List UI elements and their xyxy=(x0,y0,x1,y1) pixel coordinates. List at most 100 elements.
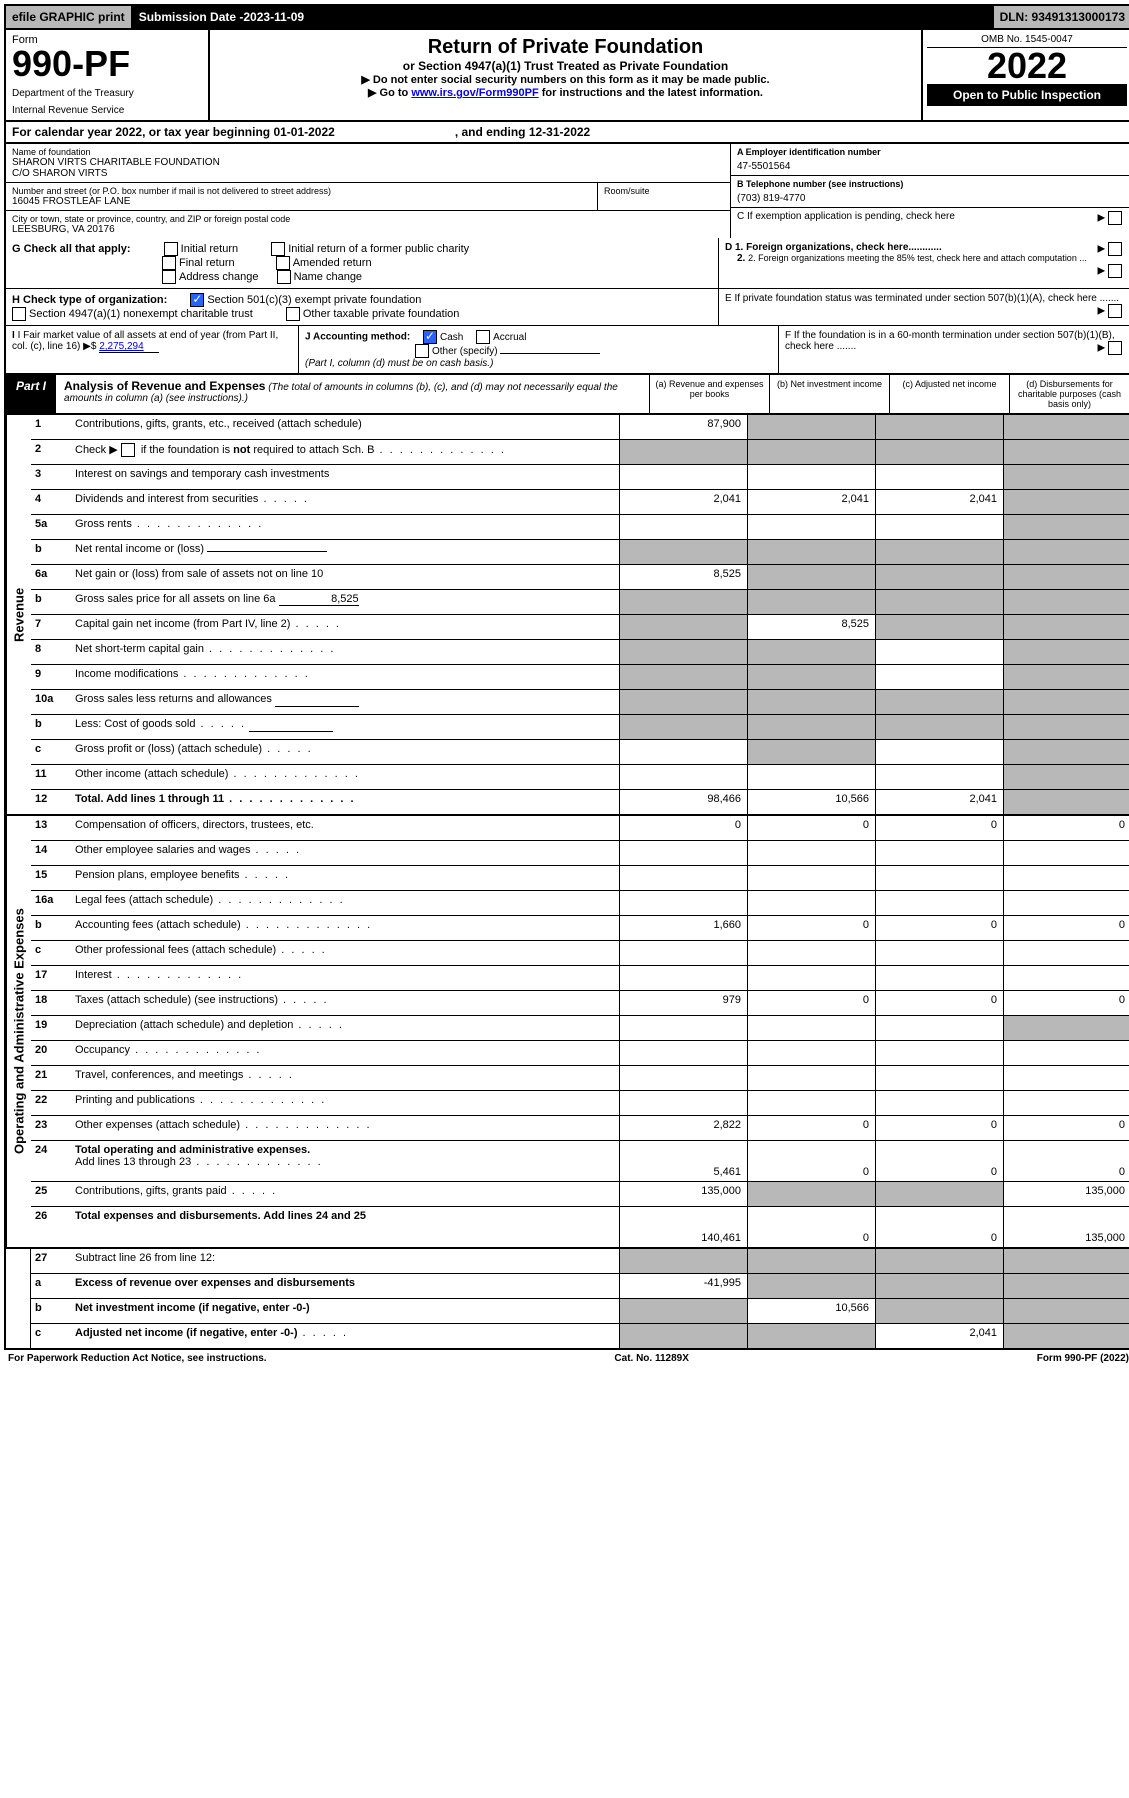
e-checkbox[interactable] xyxy=(1108,304,1122,318)
row-desc: Gross sales price for all assets on line… xyxy=(71,590,619,614)
d2-label: 2. Foreign organizations meeting the 85%… xyxy=(748,253,1087,263)
g-label: G Check all that apply: xyxy=(12,243,131,255)
g-address-checkbox[interactable] xyxy=(162,270,176,284)
g-name: Name change xyxy=(294,271,363,283)
table-row: 13 Compensation of officers, directors, … xyxy=(31,816,1129,841)
header-center: Return of Private Foundation or Section … xyxy=(210,30,921,120)
cell-b: 0 xyxy=(747,991,875,1015)
d2-checkbox[interactable] xyxy=(1108,264,1122,278)
cell-d xyxy=(1003,665,1129,689)
cell-b: 0 xyxy=(747,1116,875,1140)
r10b-input[interactable] xyxy=(249,718,333,732)
cell-a xyxy=(619,891,747,915)
cell-d xyxy=(1003,590,1129,614)
col-a-header: (a) Revenue and expenses per books xyxy=(649,375,769,413)
schb-checkbox[interactable] xyxy=(121,443,135,457)
irs-link[interactable]: www.irs.gov/Form990PF xyxy=(411,87,538,99)
j-cash-checkbox[interactable] xyxy=(423,330,437,344)
cell-d xyxy=(1003,740,1129,764)
j-accrual-checkbox[interactable] xyxy=(476,330,490,344)
e-section: E If private foundation status was termi… xyxy=(718,289,1129,325)
g-amended-checkbox[interactable] xyxy=(276,256,290,270)
row-desc: Excess of revenue over expenses and disb… xyxy=(71,1274,619,1298)
cell-c xyxy=(875,941,1003,965)
form-subtitle: or Section 4947(a)(1) Trust Treated as P… xyxy=(216,59,915,73)
cell-a xyxy=(619,866,747,890)
table-row: b Accounting fees (attach schedule) 1,66… xyxy=(31,916,1129,941)
addr-label: Number and street (or P.O. box number if… xyxy=(12,186,591,196)
row-num: 7 xyxy=(31,615,71,639)
r10a-input[interactable] xyxy=(275,693,359,707)
g-name-checkbox[interactable] xyxy=(277,270,291,284)
cell-b xyxy=(747,715,875,739)
row-num: 14 xyxy=(31,841,71,865)
c-checkbox[interactable] xyxy=(1108,211,1122,225)
footer-mid: Cat. No. 11289X xyxy=(614,1353,688,1364)
cell-b xyxy=(747,891,875,915)
row-num: 26 xyxy=(31,1207,71,1247)
cell-b: 0 xyxy=(747,1141,875,1181)
spacer xyxy=(6,1249,31,1348)
cell-d xyxy=(1003,1299,1129,1323)
table-row: c Adjusted net income (if negative, ente… xyxy=(31,1324,1129,1348)
h-other-checkbox[interactable] xyxy=(286,307,300,321)
h-label: H Check type of organization: xyxy=(12,294,167,306)
cell-a: -41,995 xyxy=(619,1274,747,1298)
cell-c xyxy=(875,415,1003,439)
cell-d xyxy=(1003,1274,1129,1298)
line27-rows: 27 Subtract line 26 from line 12: a Exce… xyxy=(31,1249,1129,1348)
cell-b xyxy=(747,1066,875,1090)
cell-a xyxy=(619,440,747,464)
j-accrual: Accrual xyxy=(493,332,526,343)
d1-label: D 1. Foreign organizations, check here..… xyxy=(725,242,942,253)
table-row: 15 Pension plans, employee benefits xyxy=(31,866,1129,891)
ein-cell: A Employer identification number 47-5501… xyxy=(731,144,1129,176)
cell-d xyxy=(1003,615,1129,639)
table-row: 14 Other employee salaries and wages xyxy=(31,841,1129,866)
tax-year: 2022 xyxy=(927,48,1127,84)
cell-c xyxy=(875,1274,1003,1298)
table-row: 23 Other expenses (attach schedule) 2,82… xyxy=(31,1116,1129,1141)
cell-c xyxy=(875,690,1003,714)
h-4947-checkbox[interactable] xyxy=(12,307,26,321)
h-section: H Check type of organization: Section 50… xyxy=(6,289,718,325)
cell-b xyxy=(747,415,875,439)
j-section: J Accounting method: Cash Accrual Other … xyxy=(299,326,778,373)
col-headers: (a) Revenue and expenses per books (b) N… xyxy=(649,375,1129,413)
cell-a xyxy=(619,665,747,689)
cell-d xyxy=(1003,941,1129,965)
cell-b: 2,041 xyxy=(747,490,875,514)
cell-d xyxy=(1003,1016,1129,1040)
row-desc: Net investment income (if negative, ente… xyxy=(71,1299,619,1323)
i-value[interactable]: 2,275,294 xyxy=(99,341,159,353)
cell-b xyxy=(747,765,875,789)
j-other-checkbox[interactable] xyxy=(415,344,429,358)
row-desc: Occupancy xyxy=(71,1041,619,1065)
cell-a xyxy=(619,615,747,639)
g-initial-former: Initial return of a former public charit… xyxy=(288,243,469,255)
cell-a xyxy=(619,1299,747,1323)
g-initial-former-checkbox[interactable] xyxy=(271,242,285,256)
cell-a xyxy=(619,765,747,789)
row-desc: Compensation of officers, directors, tru… xyxy=(71,816,619,840)
row-desc: Other income (attach schedule) xyxy=(71,765,619,789)
calendar-year-row: For calendar year 2022, or tax year begi… xyxy=(4,122,1129,144)
cell-c xyxy=(875,540,1003,564)
h-501c3-checkbox[interactable] xyxy=(190,293,204,307)
h-501c3: Section 501(c)(3) exempt private foundat… xyxy=(207,294,421,306)
table-row: 22 Printing and publications xyxy=(31,1091,1129,1116)
g-final-checkbox[interactable] xyxy=(162,256,176,270)
d1-checkbox[interactable] xyxy=(1108,242,1122,256)
cell-c xyxy=(875,841,1003,865)
cell-c: 0 xyxy=(875,1116,1003,1140)
expenses-rows: 13 Compensation of officers, directors, … xyxy=(31,816,1129,1247)
table-row: 8 Net short-term capital gain xyxy=(31,640,1129,665)
form-number: 990-PF xyxy=(12,46,202,82)
table-row: 3 Interest on savings and temporary cash… xyxy=(31,465,1129,490)
f-checkbox[interactable] xyxy=(1108,341,1122,355)
instr-1: ▶ Do not enter social security numbers o… xyxy=(216,73,915,86)
cell-c xyxy=(875,1182,1003,1206)
row-num: 21 xyxy=(31,1066,71,1090)
table-row: a Excess of revenue over expenses and di… xyxy=(31,1274,1129,1299)
g-initial-checkbox[interactable] xyxy=(164,242,178,256)
